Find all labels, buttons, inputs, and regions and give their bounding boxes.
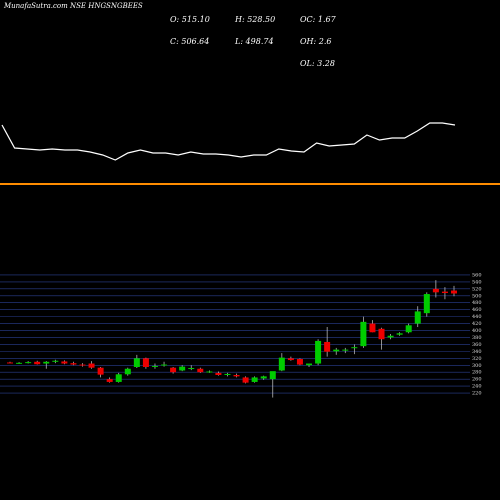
- candle-body: [179, 366, 186, 371]
- candle-body: [414, 311, 421, 324]
- y-tick-label: 260: [472, 377, 482, 383]
- candle-body: [25, 362, 32, 364]
- y-tick-label: 460: [472, 307, 482, 313]
- candle-body: [432, 288, 439, 293]
- candle-body: [324, 341, 331, 352]
- candle-body: [296, 359, 303, 365]
- candle-body: [387, 335, 394, 338]
- candle-body: [260, 376, 267, 379]
- candle-body: [278, 357, 285, 371]
- y-tick-label: 220: [472, 391, 482, 397]
- candle-body: [115, 374, 122, 382]
- candle-body: [251, 377, 258, 382]
- candle-body: [16, 362, 23, 364]
- y-tick-label: 440: [472, 314, 482, 320]
- candle-body: [7, 362, 13, 364]
- y-tick-label: 420: [472, 321, 482, 327]
- candle-body: [170, 367, 177, 373]
- stat-label: H: 528.50: [234, 15, 275, 24]
- candle-body: [351, 347, 358, 349]
- candle-body: [88, 363, 95, 368]
- candle-body: [70, 363, 77, 365]
- indicator-line: [1, 122, 456, 161]
- stat-label: OL: 3.28: [300, 59, 335, 68]
- candle-body: [106, 379, 113, 382]
- stat-label: O: 515.10: [170, 15, 210, 24]
- candle-body: [161, 364, 168, 366]
- candle-body: [242, 377, 249, 383]
- candle-body: [315, 340, 322, 364]
- y-tick-label: 340: [472, 349, 482, 355]
- candle-body: [441, 291, 448, 294]
- candle-body: [378, 328, 385, 340]
- candle-body: [142, 358, 149, 367]
- stat-label: L: 498.74: [234, 37, 274, 46]
- candle-body: [34, 361, 41, 365]
- candle-body: [423, 294, 430, 314]
- candle-body: [451, 290, 457, 294]
- candle-body: [369, 323, 376, 333]
- y-tick-label: 240: [472, 384, 482, 390]
- candle-body: [97, 367, 104, 375]
- y-tick-label: 500: [472, 293, 482, 299]
- candle-body: [79, 364, 86, 366]
- candle-body: [342, 349, 349, 351]
- y-tick-label: 520: [472, 286, 482, 292]
- y-tick-label: 380: [472, 335, 482, 341]
- stat-label: C: 506.64: [170, 37, 209, 46]
- candle-body: [224, 373, 231, 375]
- y-tick-label: 300: [472, 363, 482, 369]
- candle-body: [43, 361, 50, 364]
- y-tick-label: 280: [472, 370, 482, 376]
- candle-body: [188, 368, 195, 370]
- candle-body: [287, 358, 294, 361]
- candle-body: [333, 349, 340, 352]
- y-tick-label: 480: [472, 300, 482, 306]
- candle-body: [151, 365, 158, 367]
- candle-body: [306, 363, 313, 366]
- candle-body: [52, 360, 59, 362]
- candle-body: [360, 321, 367, 347]
- stat-label: OH: 2.6: [300, 37, 332, 46]
- candle-body: [197, 368, 204, 373]
- stat-label: OC: 1.67: [300, 15, 337, 24]
- candle-body: [124, 368, 131, 375]
- candle-body: [215, 372, 222, 375]
- chart-title: MunafaSutra.com NSE HNGSNGBEES: [3, 2, 143, 10]
- candle-body: [396, 333, 403, 335]
- y-tick-label: 560: [472, 272, 482, 278]
- candle-body: [269, 371, 276, 380]
- y-tick-label: 320: [472, 356, 482, 362]
- y-tick-label: 400: [472, 328, 482, 334]
- candle-body: [206, 371, 213, 373]
- candle-body: [233, 374, 240, 377]
- y-tick-label: 360: [472, 342, 482, 348]
- candle-body: [133, 358, 140, 367]
- candle-body: [405, 325, 412, 333]
- candle-body: [61, 361, 68, 364]
- y-tick-label: 540: [472, 279, 482, 285]
